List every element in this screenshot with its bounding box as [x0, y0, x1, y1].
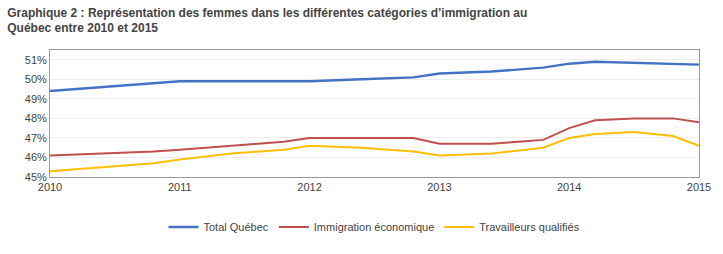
- svg-text:Travailleurs qualifiés: Travailleurs qualifiés: [479, 221, 579, 233]
- svg-text:50%: 50%: [25, 73, 47, 85]
- svg-text:2013: 2013: [427, 181, 451, 193]
- svg-text:49%: 49%: [25, 93, 47, 105]
- svg-text:51%: 51%: [25, 54, 47, 66]
- svg-text:Immigration économique: Immigration économique: [314, 221, 434, 233]
- svg-text:46%: 46%: [25, 151, 47, 163]
- svg-text:2010: 2010: [38, 181, 62, 193]
- svg-text:2015: 2015: [687, 181, 711, 193]
- svg-text:Total Québec: Total Québec: [204, 221, 269, 233]
- svg-text:2012: 2012: [297, 181, 321, 193]
- svg-text:47%: 47%: [25, 132, 47, 144]
- svg-text:Graphique 2 : Représentation d: Graphique 2 : Représentation des femmes …: [7, 6, 527, 36]
- svg-text:2011: 2011: [168, 181, 192, 193]
- svg-text:45%: 45%: [25, 171, 47, 183]
- svg-text:48%: 48%: [25, 112, 47, 124]
- svg-text:2014: 2014: [557, 181, 581, 193]
